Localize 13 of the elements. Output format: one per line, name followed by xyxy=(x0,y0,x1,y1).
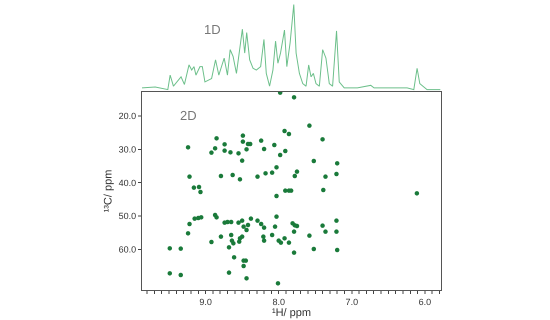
x-tick-label: 8.0 xyxy=(272,296,285,307)
x-tick-label: 6.0 xyxy=(418,296,432,307)
y-tick-label: 50.0 xyxy=(118,211,136,222)
text: 2D xyxy=(180,108,197,123)
y-tick-label: 20.0 xyxy=(118,111,136,122)
y-tick-label: 30.0 xyxy=(118,144,136,154)
x-tick-label: 7.0 xyxy=(346,296,358,307)
y-tick-label: 40.0 xyxy=(118,178,136,188)
x-axis-title: ¹H/ ppm xyxy=(272,307,312,319)
text: 1D xyxy=(204,22,221,37)
y-axis-title: ¹³C/ ppm xyxy=(102,170,114,212)
y-tick-label: 60.0 xyxy=(118,244,136,254)
x-tick-label: 9.0 xyxy=(199,296,212,307)
